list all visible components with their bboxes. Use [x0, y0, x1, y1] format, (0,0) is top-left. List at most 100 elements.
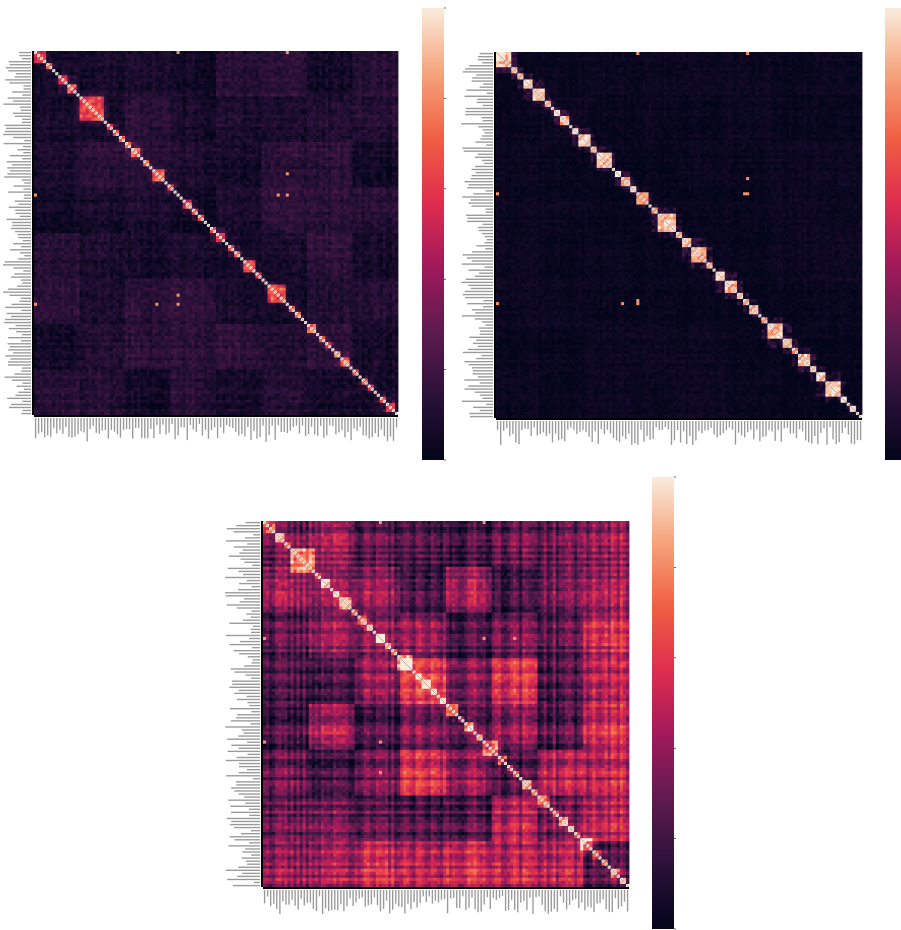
- heatmap-cell: [206, 99, 211, 103]
- heatmap-cell: [388, 123, 393, 128]
- heatmap-cell: [34, 172, 38, 176]
- heatmap-cell: [352, 148, 356, 152]
- heatmap-cell: [222, 120, 226, 125]
- heatmap-cell: [228, 54, 232, 58]
- heatmap-cell: [152, 63, 156, 67]
- heatmap-cell: [288, 75, 293, 79]
- heatmap-cell: [385, 105, 390, 110]
- heatmap-cell: [316, 69, 320, 73]
- heatmap-cell: [131, 96, 135, 100]
- heatmap-cell: [297, 81, 302, 85]
- heatmap-cell: [209, 135, 214, 140]
- heatmap-cell: [294, 60, 299, 64]
- heatmap-cell: [158, 129, 162, 134]
- heatmap-cell: [103, 75, 108, 79]
- heatmap-cell: [88, 69, 93, 73]
- heatmap-cell: [79, 172, 83, 176]
- heatmap-cell: [52, 87, 56, 91]
- heatmap-cell: [316, 163, 320, 167]
- heatmap-cell: [319, 163, 323, 167]
- heatmap-cell: [276, 138, 281, 143]
- heatmap-cell: [307, 157, 311, 161]
- heatmap-cell: [209, 87, 214, 91]
- heatmap-cell: [43, 81, 47, 85]
- heatmap-cell: [364, 132, 369, 137]
- heatmap-cell: [334, 138, 338, 143]
- heatmap-cell: [285, 63, 290, 67]
- heatmap-cell: [131, 105, 135, 110]
- heatmap-cell: [206, 63, 211, 67]
- heatmap-cell: [188, 172, 193, 176]
- heatmap-cell: [85, 132, 89, 137]
- heatmap-cell: [197, 169, 202, 173]
- heatmap-cell: [370, 90, 375, 94]
- heatmap-cell: [182, 54, 187, 58]
- heatmap-cell: [67, 81, 71, 85]
- heatmap-cell: [313, 105, 317, 110]
- heatmap-cell: [164, 66, 168, 70]
- heatmap-cell: [49, 129, 53, 134]
- heatmap-cell: [385, 63, 390, 67]
- heatmap-cell: [94, 51, 99, 55]
- heatmap-cell: [300, 157, 305, 161]
- heatmap-cell: [243, 84, 247, 88]
- heatmap-cell: [231, 66, 235, 70]
- heatmap-cell: [394, 166, 399, 170]
- heatmap-cell: [70, 172, 74, 176]
- heatmap-cell: [191, 154, 196, 158]
- heatmap-cell: [103, 57, 108, 61]
- heatmap-cell: [328, 169, 332, 173]
- heatmap-cell: [291, 63, 296, 67]
- heatmap-cell: [349, 54, 353, 58]
- heatmap-cell: [297, 138, 302, 143]
- heatmap-cell: [313, 63, 317, 67]
- heatmap-cell: [303, 111, 308, 116]
- heatmap-cell: [255, 123, 259, 128]
- heatmap-cell: [128, 138, 132, 143]
- heatmap-cell: [115, 72, 120, 76]
- heatmap-cell: [294, 169, 299, 173]
- heatmap-cell: [328, 132, 332, 137]
- heatmap-cell: [267, 163, 271, 167]
- heatmap-cell: [316, 66, 320, 70]
- heatmap-cell: [264, 93, 268, 97]
- heatmap-cell: [276, 145, 281, 149]
- heatmap-cell: [222, 129, 226, 134]
- heatmap-cell: [282, 69, 287, 73]
- heatmap-cell: [285, 123, 290, 128]
- heatmap-cell: [228, 63, 232, 67]
- heatmap-cell: [297, 172, 302, 176]
- heatmap-cell: [270, 154, 275, 158]
- heatmap-cell: [176, 123, 180, 128]
- heatmap-cell: [379, 169, 384, 173]
- heatmap-cell: [155, 120, 159, 125]
- heatmap-cell: [146, 157, 150, 161]
- heatmap-cell: [194, 145, 199, 149]
- heatmap-cell: [358, 51, 362, 55]
- heatmap-cell: [258, 63, 262, 67]
- heatmap-cell: [388, 157, 393, 161]
- heatmap-cell: [34, 132, 38, 137]
- heatmap-cell: [191, 163, 196, 167]
- heatmap-cell: [155, 54, 159, 58]
- heatmap-cell: [88, 142, 93, 146]
- heatmap-cell: [225, 151, 229, 155]
- heatmap-cell: [243, 87, 247, 91]
- heatmap-cell: [246, 57, 250, 61]
- heatmap-cell: [164, 81, 168, 85]
- heatmap-cell: [55, 75, 59, 79]
- heatmap-cell: [203, 69, 208, 73]
- heatmap-cell: [197, 93, 202, 97]
- heatmap-cell: [270, 172, 275, 176]
- heatmap-cell: [182, 99, 187, 103]
- heatmap-cell: [46, 81, 50, 85]
- heatmap-cell: [240, 138, 244, 143]
- heatmap-cell: [46, 51, 50, 55]
- heatmap-cell: [97, 132, 102, 137]
- heatmap-cell: [73, 78, 77, 82]
- heatmap-cell: [55, 154, 59, 158]
- heatmap-cell: [109, 114, 114, 119]
- heatmap-cell: [264, 57, 268, 61]
- heatmap-cell: [149, 87, 153, 91]
- heatmap-cell: [340, 99, 344, 103]
